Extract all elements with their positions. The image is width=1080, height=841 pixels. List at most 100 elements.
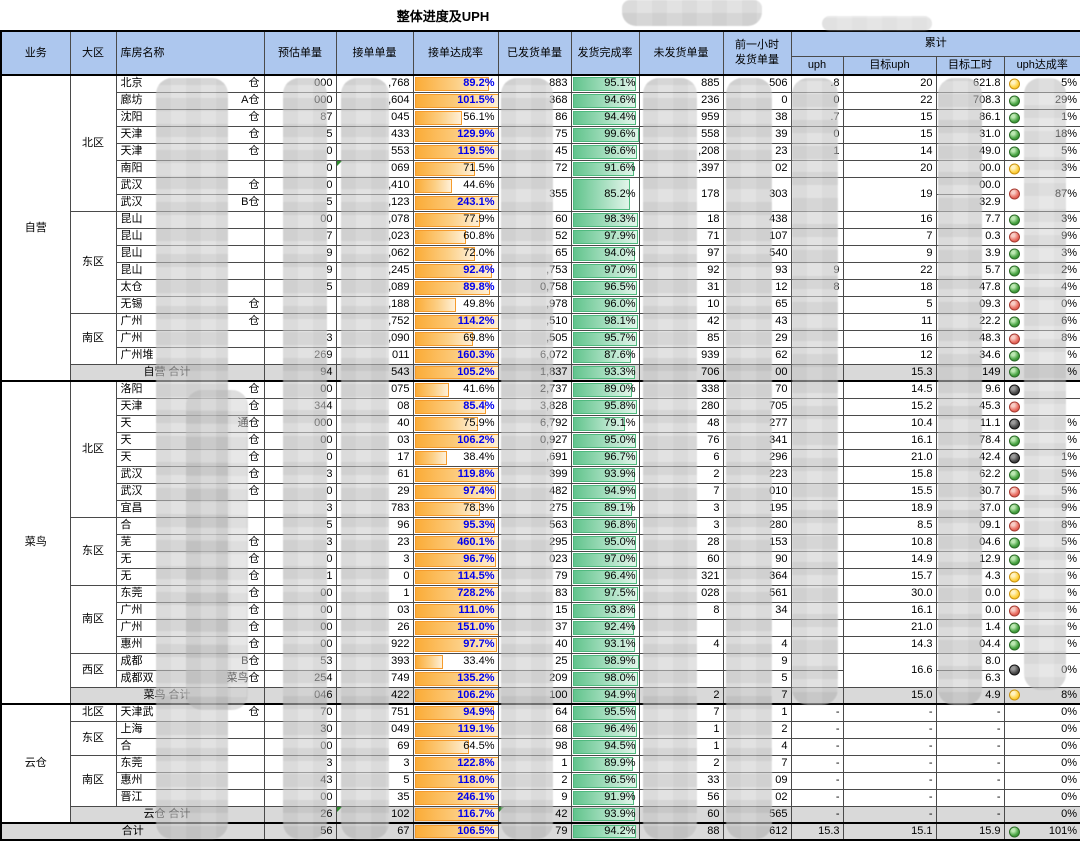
- cell-ship-rate[interactable]: 91.6%: [570, 159, 640, 178]
- cell-uph[interactable]: -: [790, 703, 844, 722]
- cell-uph-rate[interactable]: %: [1003, 618, 1080, 637]
- cell-thrs[interactable]: -: [935, 703, 1005, 722]
- region-cell[interactable]: 西区: [69, 652, 117, 688]
- cell-uph-rate[interactable]: 8%: [1003, 329, 1080, 348]
- cell-ship-rate[interactable]: 94.9%: [570, 482, 640, 501]
- region-cell[interactable]: 北区: [69, 703, 117, 722]
- cell-recv[interactable]: ,023: [335, 227, 414, 246]
- col-region[interactable]: 大区: [69, 30, 117, 76]
- cell-ship-rate[interactable]: 79.1%: [570, 414, 640, 433]
- cell-ship-rate[interactable]: 93.3%: [570, 363, 640, 382]
- cell-recv-rate[interactable]: 135.2%: [412, 669, 499, 688]
- cell-recv-rate[interactable]: 64.5%: [412, 737, 499, 756]
- cell-uph[interactable]: [790, 686, 844, 705]
- subtotal-label[interactable]: 菜鸟 合计: [69, 686, 265, 705]
- business-cell[interactable]: 云仓: [0, 703, 71, 824]
- cell-thrs[interactable]: 45.3: [935, 397, 1005, 416]
- cell-tuph[interactable]: 21.0: [842, 448, 937, 467]
- cell-uph-rate[interactable]: 5%: [1003, 482, 1080, 501]
- cell-recv-rate[interactable]: 97.4%: [412, 482, 499, 501]
- cell-recv-rate[interactable]: 106.2%: [412, 431, 499, 450]
- cell-ship[interactable]: 64: [497, 703, 572, 722]
- cell-tuph[interactable]: 7: [842, 227, 937, 246]
- cell-unship[interactable]: ,208: [638, 142, 724, 161]
- cell-recv[interactable]: ,604: [335, 91, 414, 110]
- cell-ship-rate[interactable]: 97.9%: [570, 227, 640, 246]
- cell-ship[interactable]: 355: [497, 176, 572, 212]
- cell-thrs[interactable]: 708.3: [935, 91, 1005, 110]
- cell-recv-rate[interactable]: 77.9%: [412, 210, 499, 229]
- cell-prev[interactable]: 90: [722, 550, 792, 569]
- cell-ship-rate[interactable]: 98.3%: [570, 210, 640, 229]
- cell-tuph[interactable]: 19: [842, 176, 937, 212]
- cell-tuph[interactable]: 15.2: [842, 397, 937, 416]
- cell-tuph[interactable]: -: [842, 720, 937, 739]
- business-cell[interactable]: 菜鸟: [0, 380, 71, 705]
- cell-uph-rate[interactable]: 18%: [1003, 125, 1080, 144]
- cell-ship-rate[interactable]: 95.5%: [570, 703, 640, 722]
- region-cell[interactable]: 南区: [69, 312, 117, 365]
- cell-thrs[interactable]: 48.3: [935, 329, 1005, 348]
- cell-ship[interactable]: ,978: [497, 295, 572, 314]
- cell-tuph[interactable]: -: [842, 771, 937, 790]
- cell-recv-rate[interactable]: 116.7%: [412, 805, 499, 824]
- cell-tuph[interactable]: 15: [842, 108, 937, 127]
- cell-ship-rate[interactable]: 95.0%: [570, 431, 640, 450]
- cell-ship-rate[interactable]: 93.9%: [570, 465, 640, 484]
- cell-uph-rate[interactable]: 3%: [1003, 159, 1080, 178]
- cell-tuph[interactable]: 15.0: [842, 686, 937, 705]
- cell-recv-rate[interactable]: 60.8%: [412, 227, 499, 246]
- cell-uph-rate[interactable]: 101%: [1003, 822, 1080, 841]
- cell-ship-rate[interactable]: 95.0%: [570, 533, 640, 552]
- col-uph-rate[interactable]: uph达成率: [1003, 55, 1080, 76]
- cell-uph[interactable]: [790, 363, 844, 382]
- cell-unship[interactable]: 60: [638, 805, 724, 824]
- cell-ship-rate[interactable]: 97.0%: [570, 261, 640, 280]
- cell-recv-rate[interactable]: 119.1%: [412, 720, 499, 739]
- cell-ship-rate[interactable]: 96.8%: [570, 516, 640, 535]
- cell-tuph[interactable]: -: [842, 788, 937, 807]
- cell-tuph[interactable]: 11: [842, 312, 937, 331]
- cell-thrs[interactable]: 49.0: [935, 142, 1005, 161]
- cell-ship-rate[interactable]: 89.1%: [570, 499, 640, 518]
- cell-recv[interactable]: 422: [335, 686, 414, 705]
- cell-recv-rate[interactable]: 92.4%: [412, 261, 499, 280]
- cell-est[interactable]: 00: [263, 431, 337, 450]
- cell-tuph[interactable]: 18: [842, 278, 937, 297]
- cell-tuph[interactable]: 15.5: [842, 482, 937, 501]
- cell-recv-rate[interactable]: 246.1%: [412, 788, 499, 807]
- warehouse-cell[interactable]: 晋江: [115, 788, 265, 807]
- cell-uph-rate[interactable]: 2%: [1003, 261, 1080, 280]
- cell-tuph[interactable]: 15: [842, 125, 937, 144]
- cell-uph[interactable]: -: [790, 788, 844, 807]
- cell-tuph[interactable]: 10.8: [842, 533, 937, 552]
- cell-ship[interactable]: 6,072: [497, 346, 572, 365]
- cell-est[interactable]: 53: [263, 652, 337, 671]
- cell-est[interactable]: 000: [263, 74, 337, 93]
- cell-uph-rate[interactable]: 0%: [1003, 703, 1080, 722]
- cell-uph-rate[interactable]: %: [1003, 550, 1080, 569]
- cell-ship[interactable]: 2,737: [497, 380, 572, 399]
- cell-tuph[interactable]: 22: [842, 261, 937, 280]
- cell-recv-rate[interactable]: 106.2%: [412, 686, 499, 705]
- cell-recv[interactable]: 393: [335, 652, 414, 671]
- cell-recv-rate[interactable]: 56.1%: [412, 108, 499, 127]
- cell-uph-rate[interactable]: 0%: [1003, 737, 1080, 756]
- cell-tuph[interactable]: 16.6: [842, 652, 937, 688]
- cell-unship[interactable]: 88: [638, 822, 724, 841]
- cell-tuph[interactable]: 30.0: [842, 584, 937, 603]
- cell-ship-rate[interactable]: 96.7%: [570, 448, 640, 467]
- cell-thrs[interactable]: -: [935, 754, 1005, 773]
- cell-recv-rate[interactable]: 78.3%: [412, 499, 499, 518]
- cell-recv-rate[interactable]: 97.7%: [412, 635, 499, 654]
- cell-tuph[interactable]: 14.5: [842, 380, 937, 399]
- col-uph[interactable]: uph: [790, 55, 844, 76]
- cell-ship-rate[interactable]: 95.7%: [570, 329, 640, 348]
- cell-thrs[interactable]: 00.0: [935, 176, 1005, 195]
- cell-recv-rate[interactable]: 119.5%: [412, 142, 499, 161]
- warehouse-cell[interactable]: 武汉仓: [115, 482, 265, 501]
- cell-ship[interactable]: 1,837: [497, 363, 572, 382]
- cell-recv-rate[interactable]: 69.8%: [412, 329, 499, 348]
- warehouse-cell[interactable]: 广州堆: [115, 346, 265, 365]
- cell-est[interactable]: 00: [263, 584, 337, 603]
